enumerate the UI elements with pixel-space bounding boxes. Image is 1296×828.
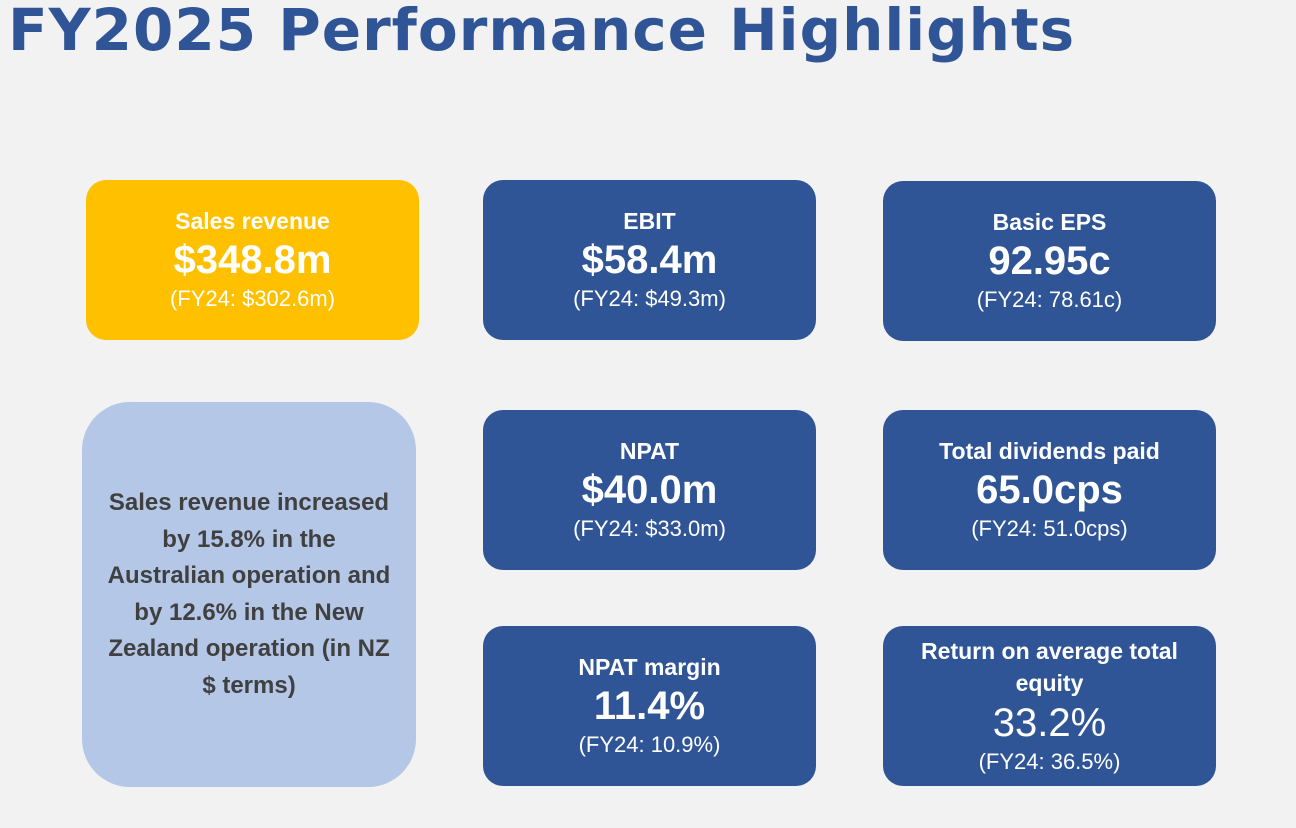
- return-on-equity-card: Return on average total equity 33.2% (FY…: [883, 626, 1216, 786]
- sales-revenue-label: Sales revenue: [175, 208, 330, 234]
- basic-eps-label: Basic EPS: [992, 209, 1107, 235]
- npat-prior: (FY24: $33.0m): [573, 516, 726, 541]
- sales-revenue-card: Sales revenue $348.8m (FY24: $302.6m): [86, 180, 419, 340]
- npat-label: NPAT: [619, 438, 680, 464]
- return-on-equity-prior: (FY24: 36.5%): [978, 749, 1121, 774]
- total-dividends-card: Total dividends paid 65.0cps (FY24: 51.0…: [883, 410, 1216, 570]
- ebit-value: $58.4m: [581, 238, 718, 282]
- sales-revenue-prior: (FY24: $302.6m): [169, 286, 336, 311]
- basic-eps-card: Basic EPS 92.95c (FY24: 78.61c): [883, 181, 1216, 341]
- return-on-equity-value: 33.2%: [992, 701, 1107, 745]
- page-title: FY2025 Performance Highlights: [8, 0, 1076, 64]
- basic-eps-value: 92.95c: [988, 239, 1111, 283]
- return-on-equity-label: Return on average total equity: [921, 638, 1178, 696]
- sales-revenue-value: $348.8m: [173, 238, 332, 282]
- sales-growth-note: Sales revenue increased by 15.8% in the …: [82, 402, 416, 787]
- npat-margin-prior: (FY24: 10.9%): [578, 732, 721, 757]
- basic-eps-prior: (FY24: 78.61c): [976, 287, 1123, 312]
- npat-margin-card: NPAT margin 11.4% (FY24: 10.9%): [483, 626, 816, 786]
- npat-card: NPAT $40.0m (FY24: $33.0m): [483, 410, 816, 570]
- total-dividends-label: Total dividends paid: [939, 438, 1160, 464]
- npat-margin-value: 11.4%: [593, 684, 706, 728]
- ebit-card: EBIT $58.4m (FY24: $49.3m): [483, 180, 816, 340]
- total-dividends-prior: (FY24: 51.0cps): [971, 516, 1128, 541]
- ebit-prior: (FY24: $49.3m): [573, 286, 726, 311]
- npat-value: $40.0m: [581, 468, 718, 512]
- npat-margin-label: NPAT margin: [578, 654, 721, 680]
- total-dividends-value: 65.0cps: [976, 468, 1123, 512]
- ebit-label: EBIT: [623, 208, 676, 234]
